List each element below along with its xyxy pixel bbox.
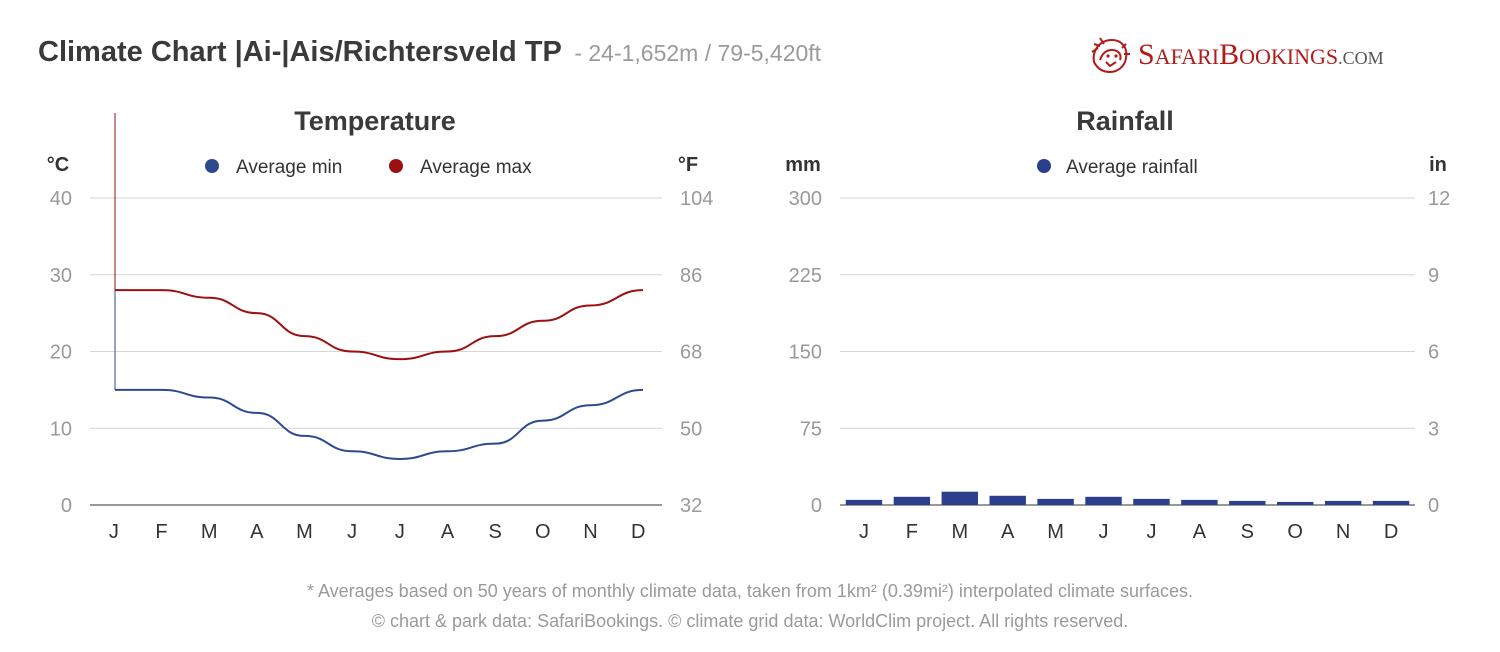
x-tick-1-3: A xyxy=(1001,521,1015,543)
y-tick-right-1-1: 3 xyxy=(1428,418,1439,440)
x-tick-0-5: J xyxy=(347,521,357,543)
y-tick-right-1-2: 6 xyxy=(1428,342,1439,364)
y-tick-left-0-1: 10 xyxy=(50,418,72,440)
x-tick-0-4: M xyxy=(296,521,313,543)
y-tick-left-1-3: 225 xyxy=(789,265,822,287)
x-tick-1-8: S xyxy=(1241,521,1254,543)
x-tick-0-2: M xyxy=(201,521,218,543)
legend-marker-0-0 xyxy=(205,159,219,173)
bar-11 xyxy=(1372,500,1410,505)
x-tick-0-8: S xyxy=(488,521,501,543)
bar-7 xyxy=(1181,499,1218,505)
x-tick-0-0: J xyxy=(109,521,119,543)
y-tick-right-1-3: 9 xyxy=(1428,265,1439,287)
y-unit-right-1: in xyxy=(1429,154,1447,176)
x-tick-0-10: N xyxy=(583,521,597,543)
chart-header: Climate Chart |Ai-|Ais/Richtersveld TP -… xyxy=(38,36,821,69)
x-tick-1-2: M xyxy=(951,521,968,543)
series-line-0 xyxy=(114,388,644,460)
x-tick-1-7: A xyxy=(1193,521,1207,543)
chart-title-0: Temperature xyxy=(294,106,456,136)
x-tick-1-5: J xyxy=(1099,521,1109,543)
x-tick-0-3: A xyxy=(250,521,264,543)
x-tick-0-9: O xyxy=(535,521,551,543)
x-tick-1-9: O xyxy=(1287,521,1303,543)
bar-2 xyxy=(941,491,978,505)
x-tick-0-7: A xyxy=(441,521,455,543)
logo-word-afari: AFARI xyxy=(1154,44,1220,69)
y-tick-right-0-4: 104 xyxy=(680,188,713,210)
y-tick-left-1-0: 0 xyxy=(811,495,822,517)
footer-copyright: © chart & park data: SafariBookings. © c… xyxy=(371,611,1129,631)
bar-8 xyxy=(1229,500,1266,505)
y-tick-right-1-4: 12 xyxy=(1428,188,1450,210)
x-tick-0-1: F xyxy=(155,521,167,543)
bar-3 xyxy=(989,495,1026,505)
logo-letter-s: S xyxy=(1138,38,1155,71)
page-title: Climate Chart |Ai-|Ais/Richtersveld TP xyxy=(38,36,562,68)
bar-1 xyxy=(893,496,931,505)
y-tick-right-0-0: 32 xyxy=(680,495,702,517)
y-tick-right-0-3: 86 xyxy=(680,265,702,287)
y-tick-left-1-1: 75 xyxy=(800,418,822,440)
bar-0 xyxy=(845,499,883,505)
lion-icon xyxy=(1091,37,1130,74)
x-tick-0-6: J xyxy=(395,521,405,543)
x-tick-1-10: N xyxy=(1336,521,1350,543)
x-tick-1-1: F xyxy=(906,521,918,543)
y-tick-left-0-2: 20 xyxy=(50,342,72,364)
y-unit-left-1: mm xyxy=(785,154,821,176)
y-tick-left-1-2: 150 xyxy=(789,342,822,364)
bar-4 xyxy=(1037,498,1074,505)
y-tick-left-0-4: 40 xyxy=(50,188,72,210)
logo-word-com: .COM xyxy=(1338,48,1384,68)
logo-letter-b: B xyxy=(1219,38,1240,71)
x-tick-1-11: D xyxy=(1384,521,1398,543)
y-tick-right-0-1: 50 xyxy=(680,418,702,440)
x-tick-1-0: J xyxy=(859,521,869,543)
legend-label-0-0: Average min xyxy=(236,157,342,178)
bar-9 xyxy=(1277,501,1314,505)
page-subtitle: - 24-1,652m / 79-5,420ft xyxy=(574,40,822,66)
legend-marker-0-1 xyxy=(389,159,403,173)
y-tick-left-1-4: 300 xyxy=(789,188,822,210)
footer-note: * Averages based on 50 years of monthly … xyxy=(306,581,1194,601)
legend-marker-1-0 xyxy=(1037,159,1051,173)
legend-label-0-1: Average max xyxy=(420,157,532,178)
legend-label-1-0: Average rainfall xyxy=(1066,157,1198,178)
y-tick-left-0-0: 0 xyxy=(61,495,72,517)
x-tick-1-4: M xyxy=(1047,521,1064,543)
chart-title-1: Rainfall xyxy=(1076,106,1174,136)
series-line-1 xyxy=(115,289,644,361)
y-tick-left-0-3: 30 xyxy=(50,265,72,287)
logo-word-ookings: OOKINGS xyxy=(1239,44,1339,69)
safaribookings-logo: SAFARIBOOKINGS.COM xyxy=(1086,30,1466,80)
y-unit-left-0: °C xyxy=(47,154,69,176)
y-unit-right-0: °F xyxy=(678,154,698,176)
bar-6 xyxy=(1133,498,1170,505)
y-tick-right-1-0: 0 xyxy=(1428,495,1439,517)
y-tick-right-0-2: 68 xyxy=(680,342,702,364)
logo-wordmark: SAFARIBOOKINGS.COM xyxy=(1138,38,1384,72)
x-tick-0-11: D xyxy=(631,521,645,543)
bar-5 xyxy=(1085,496,1122,505)
bar-10 xyxy=(1324,500,1362,505)
x-tick-1-6: J xyxy=(1146,521,1156,543)
